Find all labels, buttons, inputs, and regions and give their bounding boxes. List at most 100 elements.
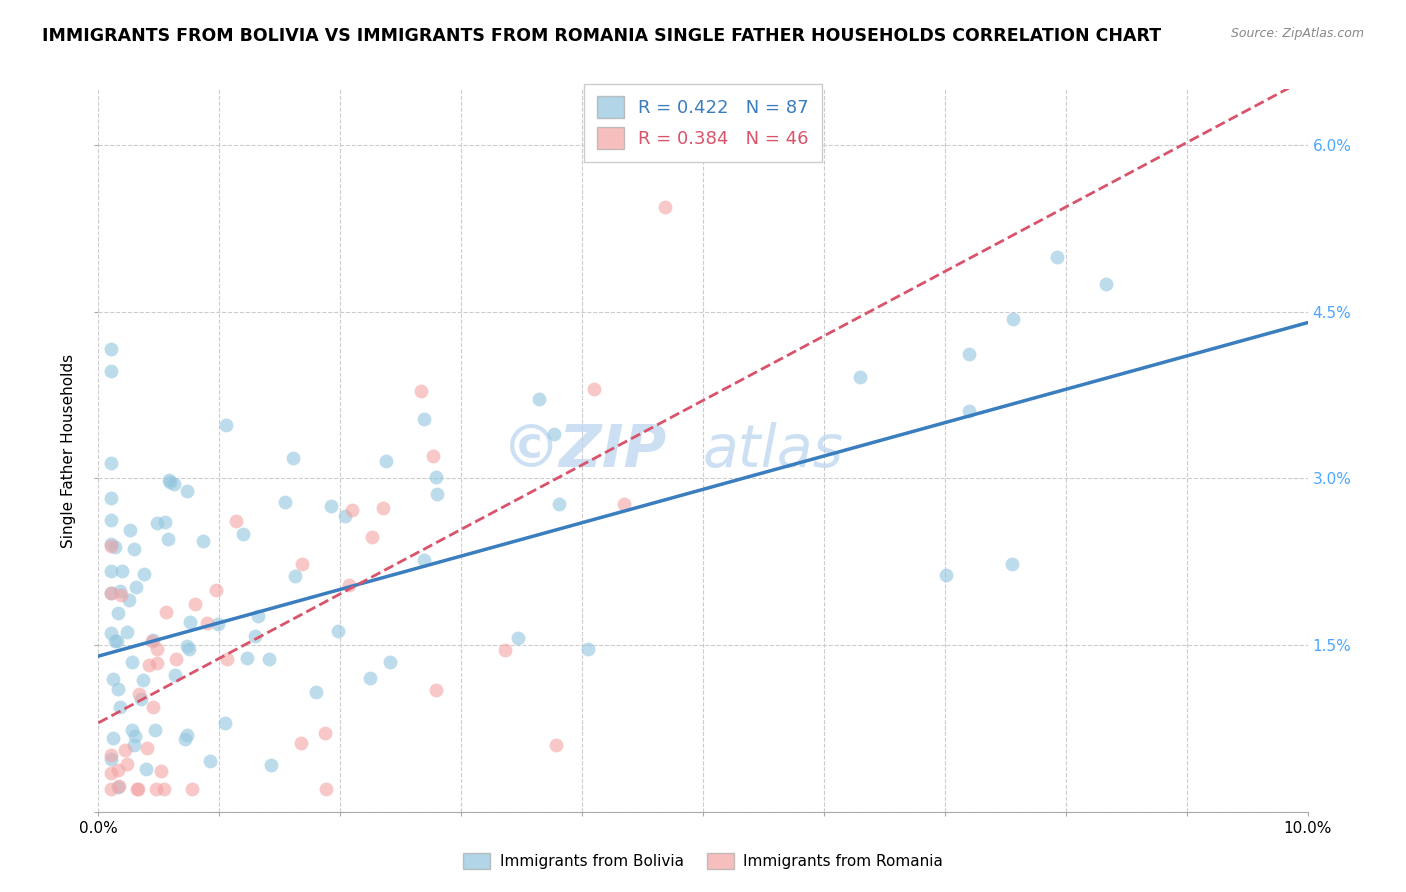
- Point: [257, 652, 280, 666]
- Point: [207, 617, 229, 632]
- Point: [100, 491, 122, 505]
- Point: [131, 673, 153, 687]
- Point: [247, 608, 270, 623]
- Point: [142, 632, 165, 647]
- Point: [176, 639, 198, 653]
- Point: [143, 723, 166, 737]
- Point: [100, 586, 122, 600]
- Point: [121, 655, 143, 669]
- Point: [333, 508, 356, 523]
- Point: [305, 685, 328, 699]
- Point: [100, 748, 122, 763]
- Point: [121, 723, 143, 738]
- Point: [107, 681, 129, 696]
- Point: [340, 503, 363, 517]
- Point: [105, 633, 128, 648]
- Point: [122, 542, 145, 557]
- Point: [176, 727, 198, 741]
- Point: [260, 757, 283, 772]
- Point: [935, 567, 957, 582]
- Point: [150, 764, 173, 779]
- Point: [654, 200, 676, 214]
- Point: [155, 605, 177, 619]
- Point: [108, 583, 131, 598]
- Point: [425, 469, 447, 483]
- Point: [118, 593, 141, 607]
- Point: [215, 417, 238, 432]
- Text: atlas: atlas: [703, 422, 844, 479]
- Point: [411, 384, 433, 398]
- Point: [957, 404, 980, 418]
- Point: [136, 741, 159, 756]
- Point: [107, 763, 129, 777]
- Point: [142, 699, 165, 714]
- Point: [957, 347, 980, 361]
- Point: [576, 642, 599, 657]
- Point: [120, 523, 142, 537]
- Point: [1002, 311, 1025, 326]
- Point: [375, 454, 398, 468]
- Point: [114, 743, 136, 757]
- Point: [613, 497, 636, 511]
- Point: [543, 426, 565, 441]
- Legend: Immigrants from Bolivia, Immigrants from Romania: Immigrants from Bolivia, Immigrants from…: [457, 847, 949, 875]
- Text: IMMIGRANTS FROM BOLIVIA VS IMMIGRANTS FROM ROMANIA SINGLE FATHER HOUSEHOLDS CORR: IMMIGRANTS FROM BOLIVIA VS IMMIGRANTS FR…: [42, 27, 1161, 45]
- Point: [359, 671, 381, 685]
- Point: [425, 682, 447, 697]
- Point: [1095, 277, 1118, 291]
- Point: [426, 486, 449, 500]
- Point: [101, 672, 124, 686]
- Point: [371, 501, 394, 516]
- Point: [181, 782, 204, 797]
- Point: [125, 580, 148, 594]
- Point: [215, 652, 238, 666]
- Point: [107, 780, 129, 794]
- Point: [183, 597, 205, 611]
- Point: [328, 624, 350, 638]
- Point: [117, 624, 139, 639]
- Point: [413, 553, 436, 567]
- Point: [132, 566, 155, 581]
- Point: [104, 540, 127, 554]
- Point: [849, 370, 872, 384]
- Point: [337, 578, 360, 592]
- Point: [163, 667, 186, 681]
- Point: [378, 655, 401, 669]
- Text: ©ZIP: ©ZIP: [502, 422, 666, 479]
- Point: [361, 531, 384, 545]
- Point: [205, 583, 228, 598]
- Point: [100, 564, 122, 578]
- Point: [315, 782, 337, 797]
- Point: [100, 456, 122, 470]
- Point: [153, 782, 176, 797]
- Point: [506, 632, 529, 646]
- Point: [176, 483, 198, 498]
- Point: [1046, 250, 1069, 264]
- Point: [100, 585, 122, 599]
- Point: [232, 527, 254, 541]
- Point: [127, 782, 149, 797]
- Point: [138, 658, 160, 673]
- Point: [110, 564, 132, 578]
- Point: [100, 342, 122, 356]
- Point: [100, 539, 122, 553]
- Point: [546, 738, 568, 752]
- Point: [100, 782, 122, 797]
- Point: [195, 615, 218, 630]
- Point: [179, 615, 201, 630]
- Point: [291, 557, 314, 571]
- Point: [100, 363, 122, 377]
- Point: [125, 782, 148, 797]
- Point: [198, 754, 221, 768]
- Point: [314, 726, 336, 740]
- Point: [412, 412, 434, 426]
- Point: [159, 475, 181, 490]
- Point: [165, 652, 187, 666]
- Point: [122, 738, 145, 752]
- Point: [174, 732, 197, 747]
- Point: [177, 642, 200, 657]
- Point: [146, 516, 169, 531]
- Point: [527, 392, 550, 407]
- Point: [100, 626, 122, 640]
- Point: [243, 629, 266, 643]
